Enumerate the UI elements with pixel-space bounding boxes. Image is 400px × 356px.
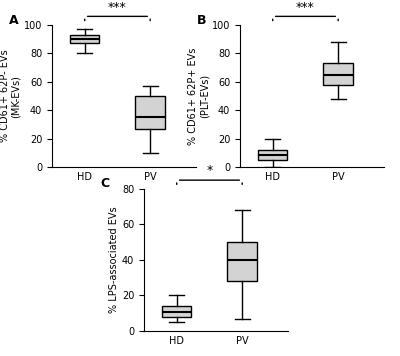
Text: ***: *** (108, 0, 127, 14)
Y-axis label: % LPS-associated EVs: % LPS-associated EVs (109, 206, 119, 313)
Text: B: B (197, 14, 206, 27)
PathPatch shape (228, 242, 257, 281)
Text: A: A (9, 14, 18, 27)
PathPatch shape (162, 306, 192, 317)
Text: *: * (206, 164, 212, 177)
Text: ***: *** (296, 0, 315, 14)
PathPatch shape (258, 150, 288, 160)
PathPatch shape (324, 63, 353, 85)
PathPatch shape (70, 35, 100, 43)
Y-axis label: % CD61+ 62P+ EVs
(PLT-EVs): % CD61+ 62P+ EVs (PLT-EVs) (188, 47, 209, 145)
Text: C: C (101, 177, 110, 190)
Y-axis label: % CD61+ 62P- EVs
(MK-EVs): % CD61+ 62P- EVs (MK-EVs) (0, 50, 21, 142)
PathPatch shape (136, 96, 165, 129)
